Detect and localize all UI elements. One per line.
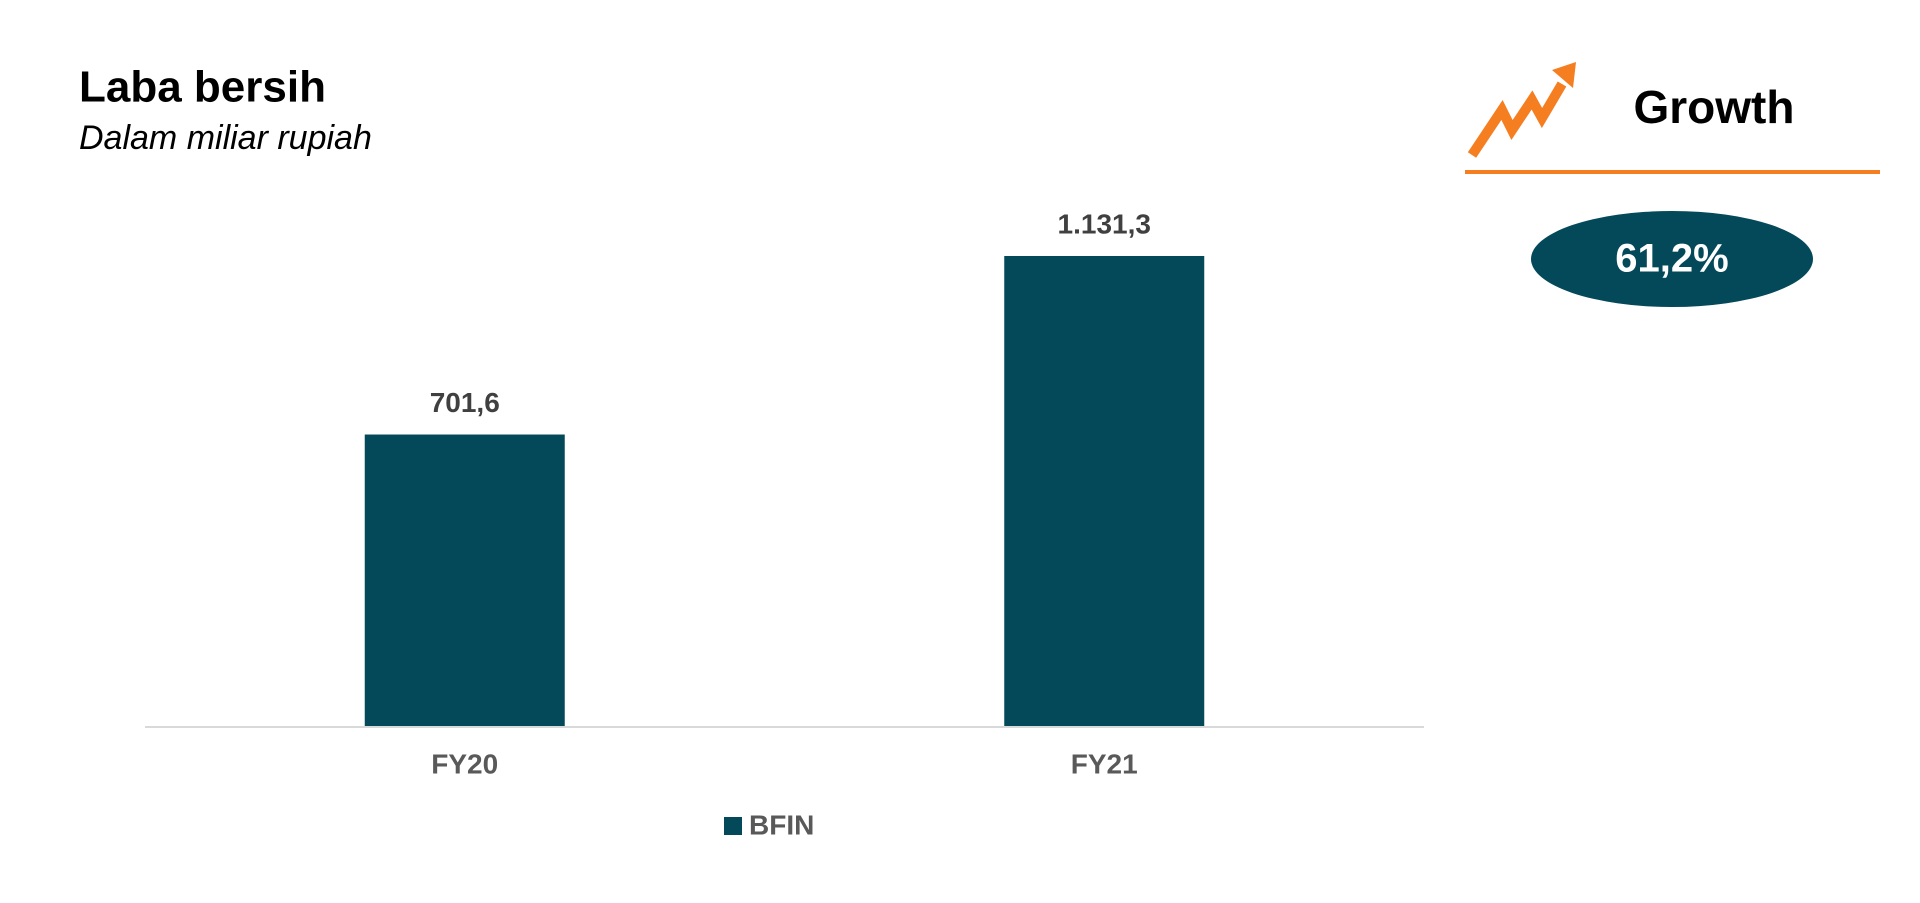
chart-subtitle: Dalam miliar rupiah — [79, 119, 372, 157]
growth-icon — [1467, 81, 1567, 158]
growth-value: 61,2% — [1615, 237, 1728, 281]
growth-badge — [1531, 211, 1813, 307]
bar — [364, 434, 565, 726]
growth-title: Growth — [1634, 81, 1795, 133]
bar — [1004, 256, 1205, 726]
legend-label: BFIN — [749, 809, 814, 840]
x-tick-label: FY21 — [1071, 748, 1138, 779]
legend-swatch — [724, 817, 742, 835]
growth-icon-head — [1552, 62, 1576, 88]
x-tick-label: FY20 — [431, 748, 498, 779]
chart-title: Laba bersih — [79, 63, 326, 112]
value-label: 1.131,3 — [1058, 208, 1151, 239]
value-label: 701,6 — [430, 387, 500, 418]
